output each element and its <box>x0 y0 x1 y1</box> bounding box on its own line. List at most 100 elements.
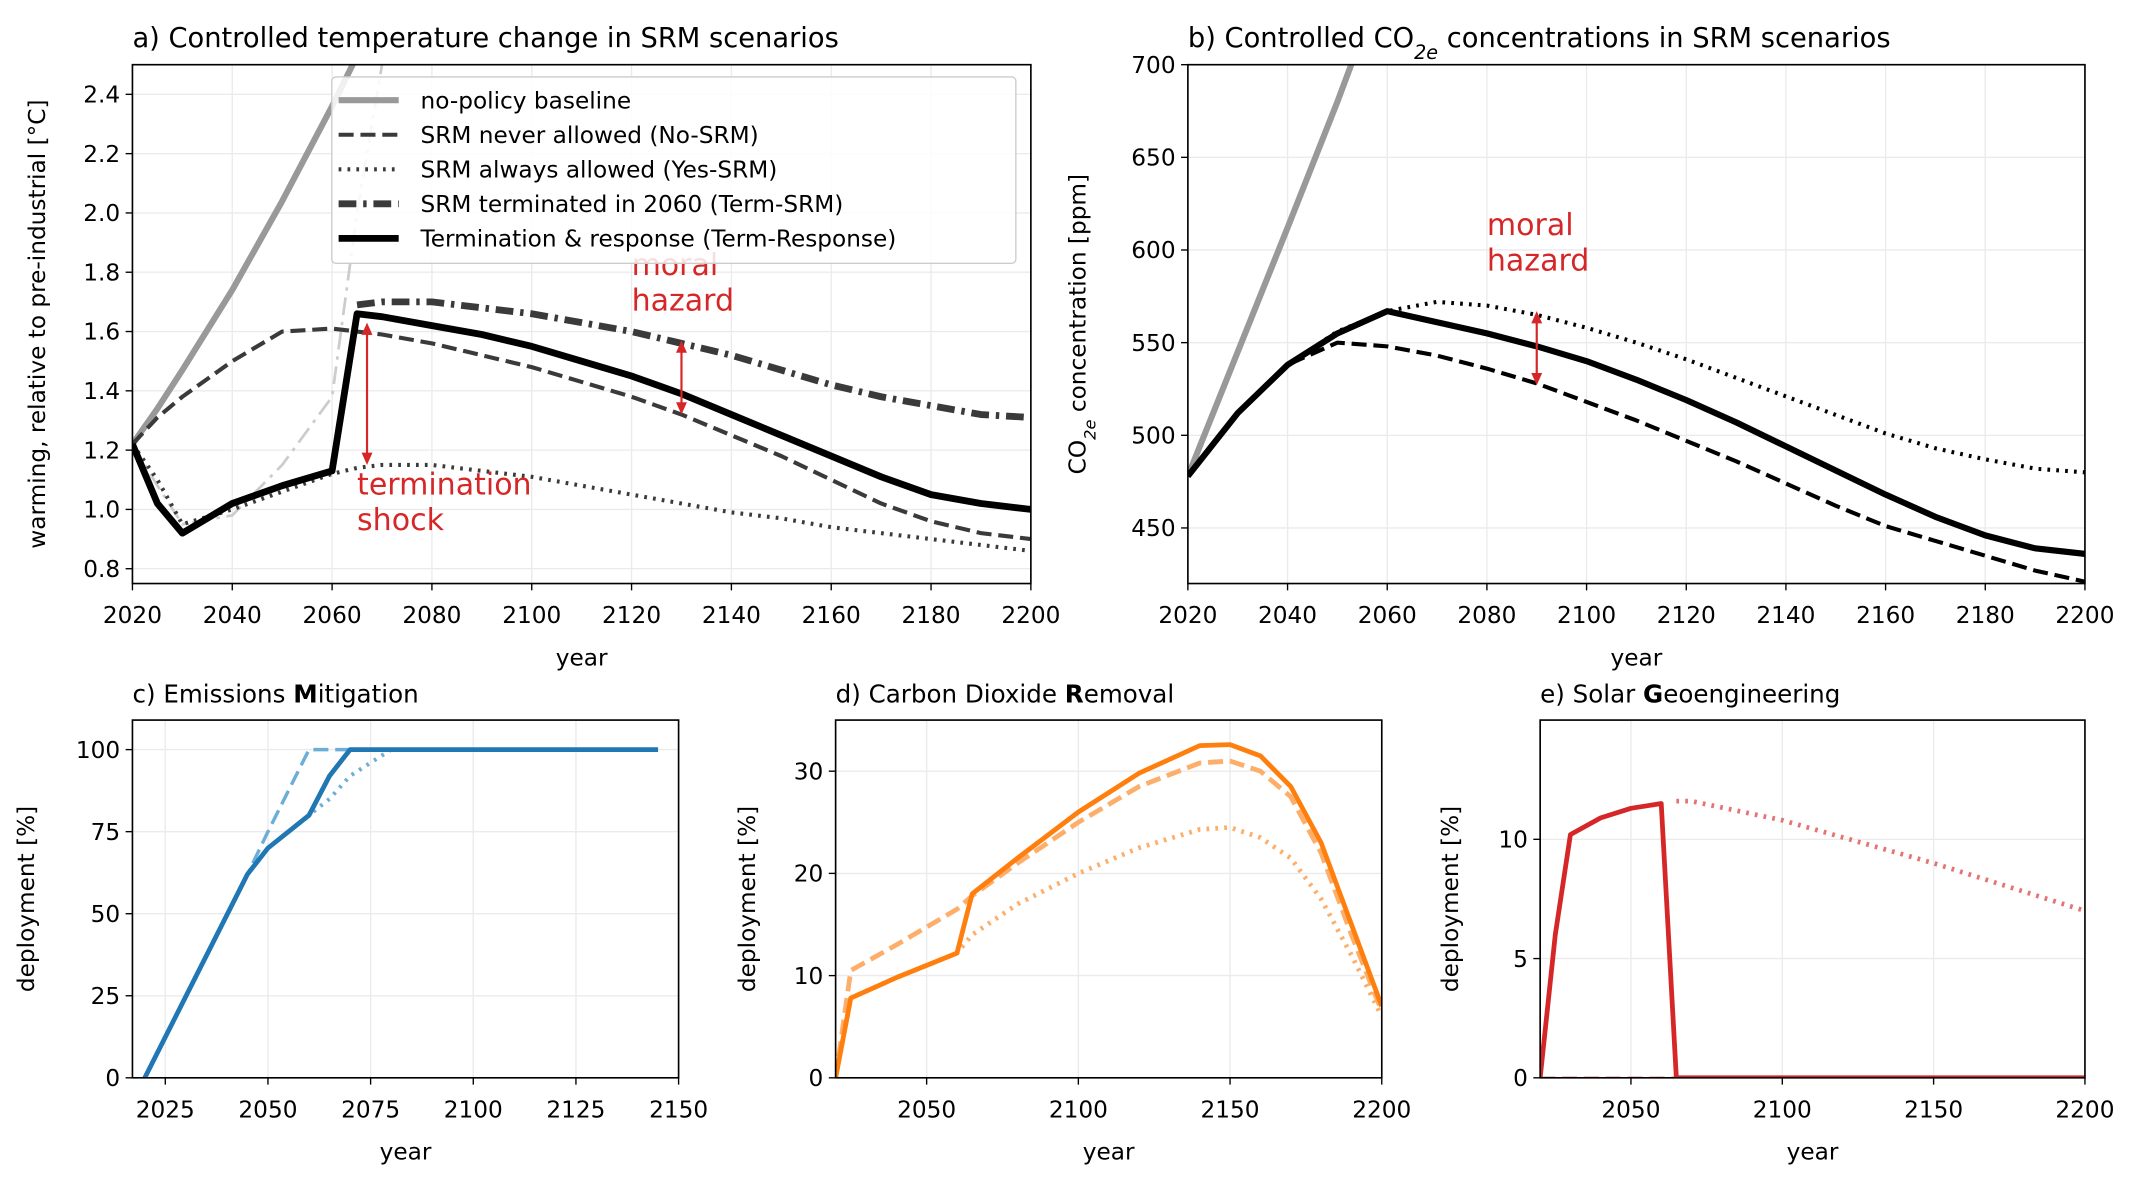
y-axis-label: deployment [%] <box>734 806 761 992</box>
plot-frame <box>1539 719 2086 1079</box>
chart-title: b) Controlled CO2e concentrations in SRM… <box>1188 23 1891 64</box>
x-tick-label: 2200 <box>1001 602 1060 629</box>
legend-label: no-policy baseline <box>421 87 632 114</box>
panel: 2020 2040 2060 2080 2100 2120 2140 2160 2180 2200… <box>24 23 1060 672</box>
line <box>835 742 1382 1078</box>
line <box>132 310 1031 537</box>
x-tick-label: 2200 <box>2055 602 2114 629</box>
y-tick-label: 0 <box>105 1065 120 1092</box>
line <box>1187 308 2085 557</box>
arrow-head <box>361 322 373 335</box>
series-group <box>1540 798 2085 1078</box>
chart-title: d) Carbon Dioxide Removal <box>836 679 1175 708</box>
y-tick-label: 2.4 <box>83 82 120 109</box>
line <box>142 747 659 1078</box>
x-axis-label: year <box>1083 1139 1135 1166</box>
annotation: moral hazard <box>1487 208 1589 279</box>
y-tick-label: 75 <box>91 819 121 846</box>
line <box>835 825 1382 1078</box>
y-tick-label: 10 <box>1498 827 1528 854</box>
annotation: termination shock <box>357 468 532 539</box>
x-tick-label: 2160 <box>1856 602 1915 629</box>
y-tick-label: 50 <box>91 901 121 928</box>
y-axis-label-part: 2e <box>1080 420 1099 440</box>
x-tick-label: 2160 <box>802 602 861 629</box>
legend-label: SRM never allowed (No-SRM) <box>421 122 759 149</box>
y-axis-label: CO2e concentration [ppm] <box>1064 174 1099 474</box>
x-tick-label: 2100 <box>1753 1096 1812 1123</box>
panel: 2025 2050 2075 2100 2125 2150 0 25 50 75 100 c) Emi… <box>13 679 708 1165</box>
chart-title-part: G <box>1643 679 1663 708</box>
y-tick-label: 600 <box>1131 237 1175 264</box>
line <box>1187 299 2085 478</box>
y-tick-label: 550 <box>1131 330 1175 357</box>
panel: 2050 2100 2150 2200 0 10 20 30 d) Carbon Dioxide… <box>734 679 1411 1165</box>
chart-title-part: d) Carbon Dioxide <box>836 679 1065 708</box>
x-tick-label: 2080 <box>1457 602 1516 629</box>
x-tick-label: 2060 <box>303 602 362 629</box>
line <box>132 443 1031 553</box>
y-tick-label: 1.4 <box>83 378 120 405</box>
y-tick-label: 650 <box>1131 145 1175 172</box>
y-axis-label-part: CO <box>1064 440 1091 474</box>
x-tick-label: 2020 <box>1158 602 1217 629</box>
chart-title: e) Solar Geoengineering <box>1540 679 1840 708</box>
annotation-line: moral <box>1487 208 1574 243</box>
chart-title-part: b) Controlled CO <box>1188 23 1414 54</box>
y-tick-label: 450 <box>1131 515 1175 542</box>
y-tick-label: 20 <box>794 861 824 888</box>
y-axis-label: deployment [%] <box>1437 806 1464 992</box>
x-tick-label: 2100 <box>444 1096 503 1123</box>
line <box>1540 801 2085 1078</box>
y-tick-label: 5 <box>1513 946 1528 973</box>
chart-title: a) Controlled temperature change in SRM … <box>132 23 838 54</box>
y-tick-label: 500 <box>1131 422 1175 449</box>
y-tick-label: 30 <box>794 758 824 785</box>
x-tick-label: 2040 <box>203 602 262 629</box>
x-tick-label: 2075 <box>341 1096 400 1123</box>
x-tick-label: 2060 <box>1358 602 1417 629</box>
series-group <box>142 747 659 1078</box>
chart-title-part: R <box>1065 679 1084 708</box>
x-tick-label: 2050 <box>238 1096 297 1123</box>
panel: 2020 2040 2060 2080 2100 2120 2140 2160 2180 2200… <box>1064 23 2114 672</box>
y-tick-label: 0 <box>809 1065 824 1092</box>
y-tick-label: 1.6 <box>83 319 120 346</box>
x-tick-label: 2200 <box>2055 1096 2114 1123</box>
annotation-line: termination <box>357 468 532 503</box>
legend-box <box>331 76 1017 265</box>
y-tick-label: 1.0 <box>83 497 120 524</box>
line <box>1187 340 2085 584</box>
chart-title-part: e) Solar <box>1540 679 1643 708</box>
y-tick-label: 700 <box>1131 52 1175 79</box>
x-tick-label: 2180 <box>1956 602 2015 629</box>
line <box>835 758 1382 1078</box>
x-tick-label: 2100 <box>502 602 561 629</box>
x-tick-label: 2150 <box>649 1096 708 1123</box>
x-axis-label: year <box>380 1139 432 1166</box>
x-tick-label: 2150 <box>1201 1096 1260 1123</box>
x-tick-label: 2080 <box>402 602 461 629</box>
y-tick-label: 1.8 <box>83 259 120 286</box>
y-tick-label: 10 <box>794 963 824 990</box>
chart-title-part: M <box>293 679 317 708</box>
x-tick-label: 2120 <box>602 602 661 629</box>
legend-label: SRM always allowed (Yes-SRM) <box>421 156 778 183</box>
x-tick-label: 2100 <box>1557 602 1616 629</box>
series-group <box>835 742 1382 1078</box>
y-axis-label: deployment [%] <box>13 806 40 992</box>
y-tick-label: 100 <box>76 737 120 764</box>
x-tick-label: 2120 <box>1657 602 1716 629</box>
chart-title-part: eoengineering <box>1663 679 1840 708</box>
panel: 2050 2100 2150 2200 0 5 10 e) Solar Geoengineer… <box>1437 679 2114 1165</box>
y-axis-label-part: concentration [ppm] <box>1064 174 1091 420</box>
series-group <box>1187 64 2085 584</box>
x-axis-label: year <box>1787 1139 1839 1166</box>
chart-title-part: itigation <box>318 679 419 708</box>
y-tick-label: 1.2 <box>83 437 120 464</box>
x-tick-label: 2140 <box>1756 602 1815 629</box>
plot-frame <box>131 63 1032 585</box>
plot-frame <box>834 719 1383 1079</box>
line <box>132 326 1031 542</box>
